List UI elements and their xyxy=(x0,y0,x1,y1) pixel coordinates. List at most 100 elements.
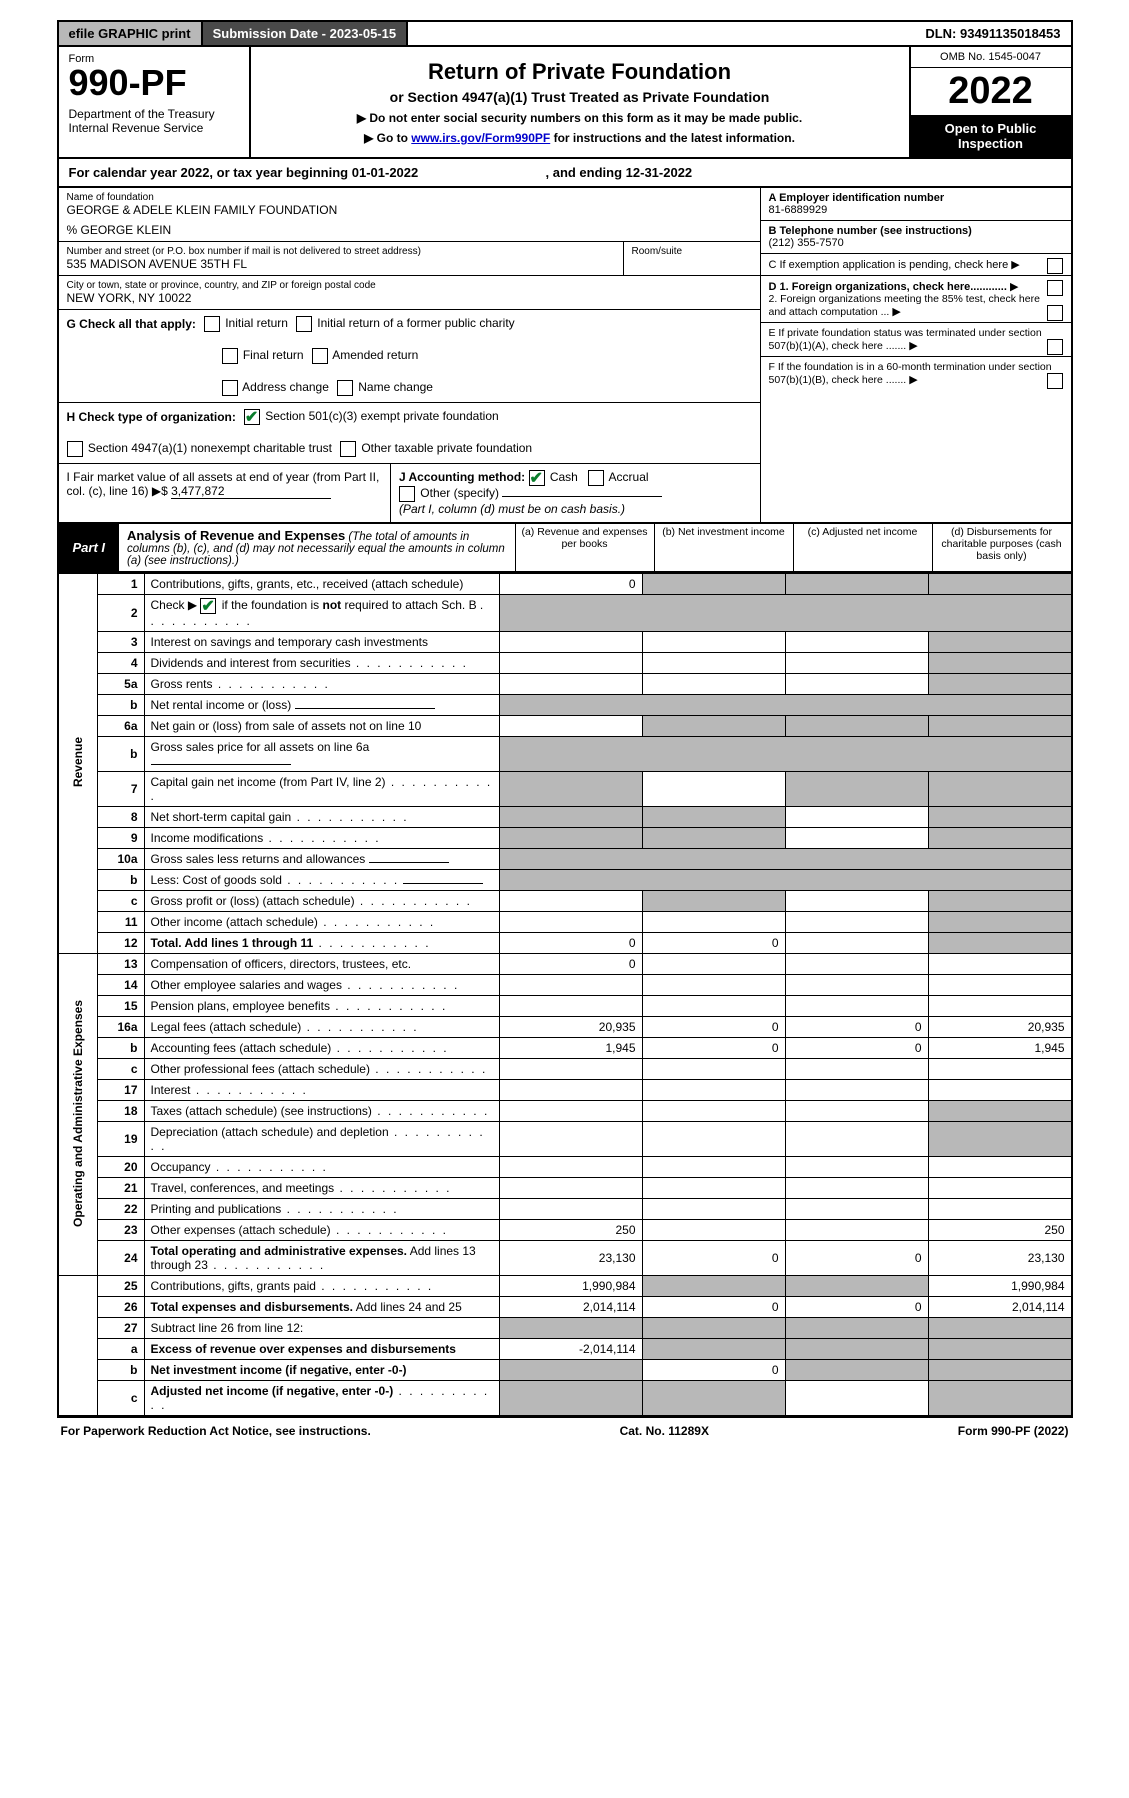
r13-num: 13 xyxy=(97,954,144,975)
e-label: E If private foundation status was termi… xyxy=(769,327,1042,352)
checkbox-507b1a[interactable] xyxy=(1047,339,1063,355)
checkbox-501c3[interactable] xyxy=(244,409,260,425)
r26-desc: Total expenses and disbursements. Add li… xyxy=(144,1297,499,1318)
name-label: Name of foundation xyxy=(67,192,752,203)
row-5b: bNet rental income or (loss) xyxy=(58,695,1072,716)
r24-b: 0 xyxy=(642,1241,785,1276)
checkbox-initial-return[interactable] xyxy=(204,316,220,332)
r5a-desc: Gross rents xyxy=(144,674,499,695)
r12-a: 0 xyxy=(499,933,642,954)
r13-desc: Compensation of officers, directors, tru… xyxy=(144,954,499,975)
row-19: 19Depreciation (attach schedule) and dep… xyxy=(58,1122,1072,1157)
identity-right: A Employer identification number 81-6889… xyxy=(760,188,1071,522)
r17-desc: Interest xyxy=(144,1080,499,1101)
r10b-desc: Less: Cost of goods sold xyxy=(144,870,499,891)
efile-badge: efile GRAPHIC print xyxy=(59,22,203,45)
fmv-value: 3,477,872 xyxy=(171,484,331,499)
r5b-num: b xyxy=(97,695,144,716)
checkbox-initial-former[interactable] xyxy=(296,316,312,332)
r6a-num: 6a xyxy=(97,716,144,737)
r3-desc: Interest on savings and temporary cash i… xyxy=(144,632,499,653)
checkbox-85pct[interactable] xyxy=(1047,305,1063,321)
r20-desc: Occupancy xyxy=(144,1157,499,1178)
r22-desc: Printing and publications xyxy=(144,1199,499,1220)
h-501c3-label: Section 501(c)(3) exempt private foundat… xyxy=(265,409,498,423)
r1-c xyxy=(785,574,928,595)
col-a-header: (a) Revenue and expenses per books xyxy=(515,524,654,571)
row-2: 2 Check ▶ if the foundation is not requi… xyxy=(58,595,1072,632)
note2-post: for instructions and the latest informat… xyxy=(550,131,795,145)
form-instructions-link[interactable]: www.irs.gov/Form990PF xyxy=(411,131,550,145)
r10c-desc: Gross profit or (loss) (attach schedule) xyxy=(144,891,499,912)
identity-grid: Name of foundation GEORGE & ADELE KLEIN … xyxy=(57,188,1073,524)
checkbox-cash[interactable] xyxy=(529,470,545,486)
checkbox-name-change[interactable] xyxy=(337,380,353,396)
checkbox-exemption-pending[interactable] xyxy=(1047,258,1063,274)
checkbox-4947[interactable] xyxy=(67,441,83,457)
phone-cell: B Telephone number (see instructions) (2… xyxy=(761,221,1071,254)
r10c-num: c xyxy=(97,891,144,912)
h-4947-label: Section 4947(a)(1) nonexempt charitable … xyxy=(88,441,332,455)
foundation-name: GEORGE & ADELE KLEIN FAMILY FOUNDATION xyxy=(67,203,752,217)
row-16c: cOther professional fees (attach schedul… xyxy=(58,1059,1072,1080)
form-number: 990-PF xyxy=(69,65,239,101)
address-row: Number and street (or P.O. box number if… xyxy=(59,242,760,276)
row-20: 20Occupancy xyxy=(58,1157,1072,1178)
row-10c: cGross profit or (loss) (attach schedule… xyxy=(58,891,1072,912)
row-27c: cAdjusted net income (if negative, enter… xyxy=(58,1381,1072,1417)
checkbox-other-taxable[interactable] xyxy=(340,441,356,457)
r26-d: 2,014,114 xyxy=(928,1297,1072,1318)
checkbox-other-method[interactable] xyxy=(399,486,415,502)
checkbox-accrual[interactable] xyxy=(588,470,604,486)
city-value: NEW YORK, NY 10022 xyxy=(67,291,752,305)
row-25: 25Contributions, gifts, grants paid1,990… xyxy=(58,1276,1072,1297)
row-13: Operating and Administrative Expenses 13… xyxy=(58,954,1072,975)
r21-num: 21 xyxy=(97,1178,144,1199)
r21-desc: Travel, conferences, and meetings xyxy=(144,1178,499,1199)
g-label: G Check all that apply: xyxy=(67,317,196,331)
r18-desc: Taxes (attach schedule) (see instruction… xyxy=(144,1101,499,1122)
footer-left: For Paperwork Reduction Act Notice, see … xyxy=(61,1424,371,1438)
r19-desc: Depreciation (attach schedule) and deple… xyxy=(144,1122,499,1157)
r5b-desc: Net rental income or (loss) xyxy=(144,695,499,716)
r1-desc: Contributions, gifts, grants, etc., rece… xyxy=(144,574,499,595)
h-check-row: H Check type of organization: Section 50… xyxy=(59,403,760,464)
row-14: 14Other employee salaries and wages xyxy=(58,975,1072,996)
column-headers: (a) Revenue and expenses per books (b) N… xyxy=(515,524,1071,571)
r16b-c: 0 xyxy=(785,1038,928,1059)
r27a-num: a xyxy=(97,1339,144,1360)
ssn-warning: ▶ Do not enter social security numbers o… xyxy=(271,111,889,125)
r10b-num: b xyxy=(97,870,144,891)
r14-desc: Other employee salaries and wages xyxy=(144,975,499,996)
form-id-block: Form 990-PF Department of the Treasury I… xyxy=(59,47,251,157)
form-title-block: Return of Private Foundation or Section … xyxy=(251,47,909,157)
b-label: B Telephone number (see instructions) xyxy=(769,225,972,237)
j-note: (Part I, column (d) must be on cash basi… xyxy=(399,502,625,516)
r27a-desc: Excess of revenue over expenses and disb… xyxy=(144,1339,499,1360)
checkbox-foreign-org[interactable] xyxy=(1047,280,1063,296)
r10a-num: 10a xyxy=(97,849,144,870)
street-address: 535 MADISON AVENUE 35TH FL xyxy=(67,257,615,271)
form-subtitle: or Section 4947(a)(1) Trust Treated as P… xyxy=(271,89,889,105)
r16b-a: 1,945 xyxy=(499,1038,642,1059)
checkbox-address-change[interactable] xyxy=(222,380,238,396)
r10a-desc: Gross sales less returns and allowances xyxy=(144,849,499,870)
r25-num: 25 xyxy=(97,1276,144,1297)
part1-header: Part I Analysis of Revenue and Expenses … xyxy=(57,524,1073,573)
r26-num: 26 xyxy=(97,1297,144,1318)
r16b-num: b xyxy=(97,1038,144,1059)
r27b-num: b xyxy=(97,1360,144,1381)
f-label: F If the foundation is in a 60-month ter… xyxy=(769,361,1052,386)
r7-num: 7 xyxy=(97,772,144,807)
row-1: Revenue 1 Contributions, gifts, grants, … xyxy=(58,574,1072,595)
a-label: A Employer identification number xyxy=(769,192,945,204)
checkbox-sch-b[interactable] xyxy=(200,598,216,614)
r15-desc: Pension plans, employee benefits xyxy=(144,996,499,1017)
r23-num: 23 xyxy=(97,1220,144,1241)
r24-desc: Total operating and administrative expen… xyxy=(144,1241,499,1276)
checkbox-amended-return[interactable] xyxy=(312,348,328,364)
checkbox-final-return[interactable] xyxy=(222,348,238,364)
checkbox-507b1b[interactable] xyxy=(1047,373,1063,389)
row-4: 4Dividends and interest from securities xyxy=(58,653,1072,674)
row-27a: aExcess of revenue over expenses and dis… xyxy=(58,1339,1072,1360)
